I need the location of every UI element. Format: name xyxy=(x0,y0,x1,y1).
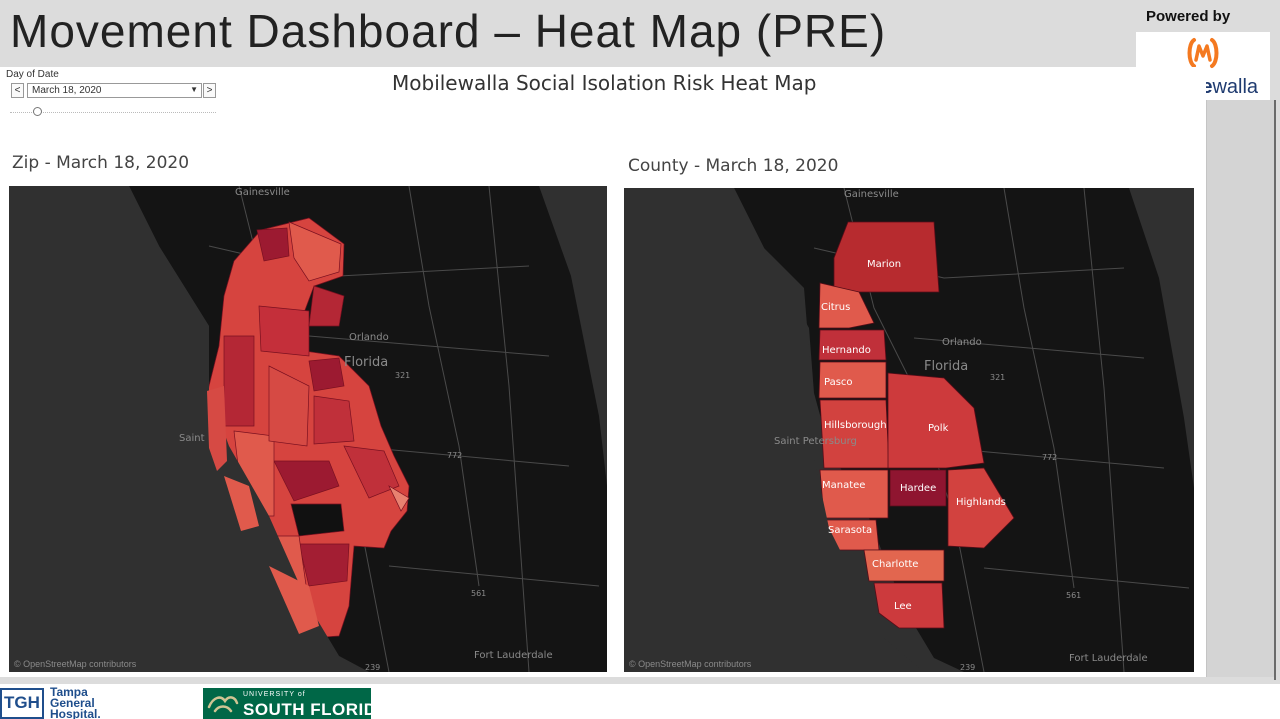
footer-bar: TGH Tampa General Hospital. UNIVERSITY o… xyxy=(0,684,1280,719)
county-polk[interactable] xyxy=(887,372,985,469)
road-label: 239 xyxy=(960,663,975,672)
county-pasco[interactable] xyxy=(818,361,887,399)
mobilewalla-logo-icon xyxy=(1187,38,1219,68)
date-select-value: March 18, 2020 xyxy=(32,85,102,96)
road-label: 561 xyxy=(1066,591,1081,600)
county-charlotte[interactable] xyxy=(863,549,945,582)
usf-bull-icon xyxy=(207,696,239,713)
dashboard-title: Mobilewalla Social Isolation Risk Heat M… xyxy=(392,71,817,95)
county-label: Charlotte xyxy=(872,559,918,570)
county-label: Manatee xyxy=(822,480,865,491)
road-label: 239 xyxy=(365,663,380,672)
road-label: 772 xyxy=(1042,453,1057,462)
tgh-logo: TGH xyxy=(0,688,44,719)
map-credit: © OpenStreetMap contributors xyxy=(629,659,752,669)
prev-date-button[interactable]: < xyxy=(11,83,24,98)
county-label: Hernando xyxy=(822,345,871,356)
road-label: 561 xyxy=(471,589,486,598)
next-date-button[interactable]: > xyxy=(203,83,216,98)
date-slider-thumb[interactable] xyxy=(33,107,42,116)
zip-map-title: Zip - March 18, 2020 xyxy=(12,153,190,173)
place-label: Gainesville xyxy=(844,189,899,200)
road-label: 321 xyxy=(990,373,1005,382)
place-label: Florida xyxy=(344,355,388,370)
date-slider[interactable] xyxy=(10,104,216,118)
usf-logo: UNIVERSITY of SOUTH FLORIDA xyxy=(203,688,389,719)
county-hernando[interactable] xyxy=(818,329,887,361)
county-label: Pasco xyxy=(824,377,853,388)
rail-divider xyxy=(1274,100,1276,680)
right-rail xyxy=(1206,100,1274,677)
county-highlands[interactable] xyxy=(947,467,1015,549)
county-label: Hillsborough xyxy=(824,420,887,431)
slide-title: Movement Dashboard – Heat Map (PRE) xyxy=(10,5,887,57)
county-lee[interactable] xyxy=(873,582,945,629)
place-label: Fort Lauderdale xyxy=(474,650,553,661)
place-label: Saint xyxy=(179,433,205,444)
county-map[interactable]: Gainesville Orlando Florida Saint Peters… xyxy=(624,188,1194,672)
county-label: Lee xyxy=(894,601,912,612)
county-label: Sarasota xyxy=(828,525,872,536)
county-label: Highlands xyxy=(956,497,1006,508)
place-label: Gainesville xyxy=(235,187,290,198)
road-label: 321 xyxy=(395,371,410,380)
zip-map[interactable]: Gainesville Orlando Florida Saint Fort L… xyxy=(9,186,607,672)
tgh-name: Tampa General Hospital. xyxy=(50,685,101,719)
date-slider-track xyxy=(10,112,216,113)
chevron-down-icon: ▼ xyxy=(190,85,198,94)
road-label: 772 xyxy=(447,451,462,460)
place-label: Orlando xyxy=(349,332,389,343)
map-credit: © OpenStreetMap contributors xyxy=(14,659,137,669)
county-label: Hardee xyxy=(900,483,936,494)
place-label: Florida xyxy=(924,359,968,374)
date-filter-label: Day of Date xyxy=(6,69,59,80)
county-marion[interactable] xyxy=(833,221,940,293)
powered-by-label: Powered by xyxy=(1146,8,1231,25)
county-label: Marion xyxy=(867,259,901,270)
county-map-title: County - March 18, 2020 xyxy=(628,156,839,176)
place-label: Fort Lauderdale xyxy=(1069,653,1148,664)
county-label: Citrus xyxy=(821,302,850,313)
county-citrus[interactable] xyxy=(818,282,875,329)
date-select[interactable]: March 18, 2020 ▼ xyxy=(27,83,202,98)
county-label: Polk xyxy=(928,423,949,434)
place-label: Saint Petersburg xyxy=(774,436,857,447)
place-label: Orlando xyxy=(942,337,982,348)
county-hardee[interactable] xyxy=(889,469,947,507)
